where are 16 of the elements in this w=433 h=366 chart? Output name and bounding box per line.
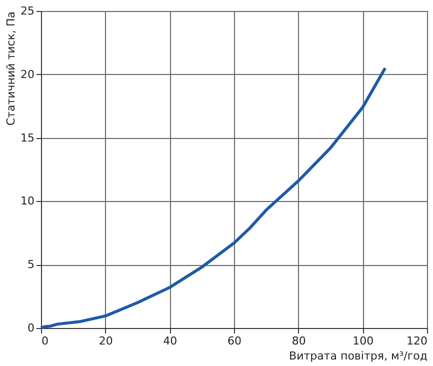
x-tick-label: 0 — [42, 334, 48, 348]
x-tick-label: 40 — [163, 334, 178, 348]
x-tick-label: 120 — [406, 334, 428, 348]
y-tick-label: 15 — [20, 131, 34, 144]
x-axis-title: Витрата повітря, м³/год — [289, 350, 428, 362]
x-tick-label: 60 — [228, 334, 242, 348]
y-tick-label: 0 — [28, 322, 34, 334]
x-tick-label: 80 — [292, 334, 306, 348]
y-axis-title: Статичний тиск, Па — [4, 12, 18, 126]
line-series — [40, 66, 387, 330]
y-tick-label: 10 — [20, 194, 34, 208]
x-tick-label: 100 — [352, 334, 374, 348]
y-tick-label: 25 — [20, 4, 34, 18]
y-tick-label: 20 — [20, 68, 34, 81]
y-tick-label: 5 — [28, 258, 34, 272]
x-tick-label: 20 — [98, 334, 113, 348]
